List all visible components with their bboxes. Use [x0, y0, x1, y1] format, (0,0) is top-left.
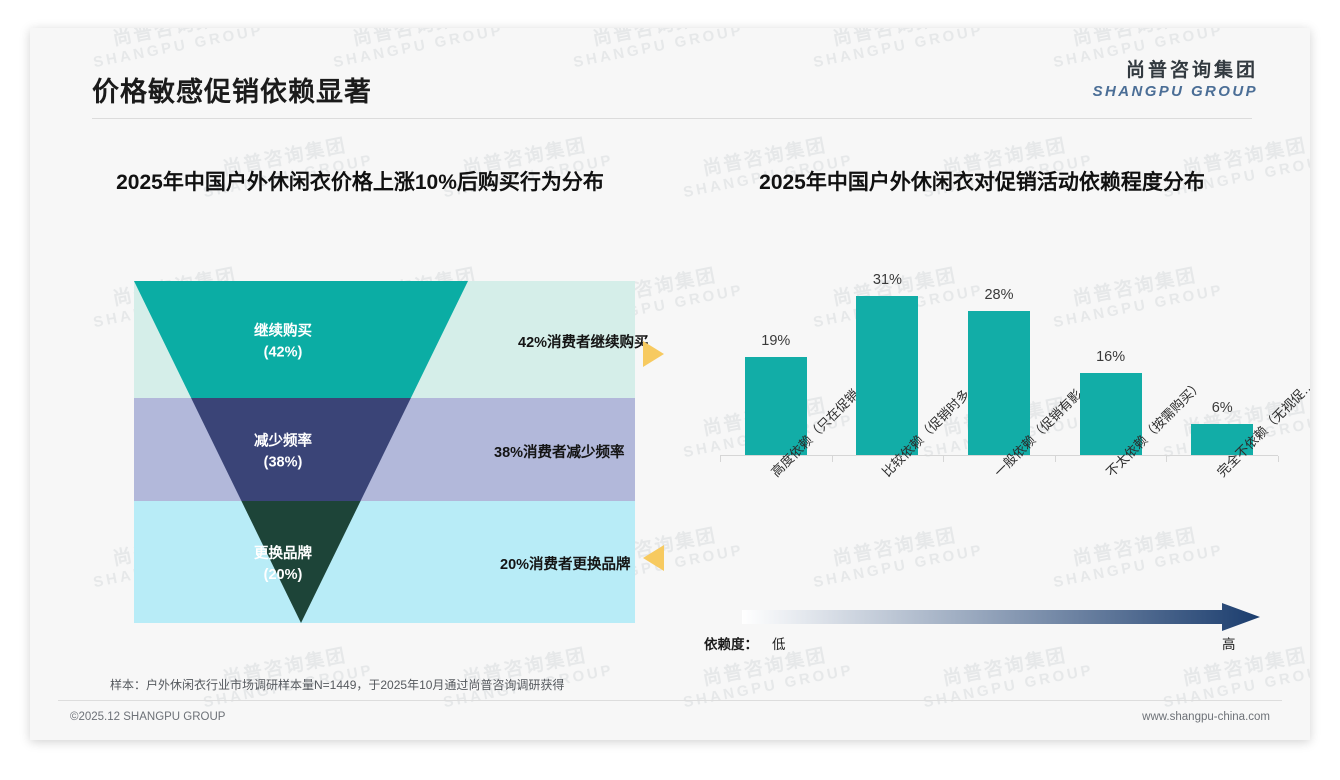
axis-tick	[720, 456, 721, 462]
left-chart-title: 2025年中国户外休闲衣价格上涨10%后购买行为分布	[116, 171, 604, 194]
bar	[744, 357, 807, 455]
funnel-stage-description: 42%消费者继续购买	[518, 334, 649, 351]
axis-tick	[1166, 456, 1168, 462]
funnel-stage-description: 38%消费者减少频率	[494, 444, 625, 461]
gradient-arrow-icon	[742, 603, 1260, 631]
funnel-chart: 继续购买 (42%) 减少频率 (38%) 更换品牌 (20%) 42%消费者继续购买 38%…	[48, 233, 672, 643]
footer-website: www.shangpu-china.com	[1142, 711, 1270, 723]
funnel-stage-segment	[191, 398, 411, 501]
funnel-stage-label: 减少频率	[254, 432, 312, 450]
funnel-stage-segment	[241, 501, 361, 623]
dependency-bar-chart: 19% 高度依赖（只在促销… 31% 比较依赖（促销时多… 28% 一般依赖（促销有影… 1…	[682, 233, 1310, 653]
funnel-stage-label: 更换品牌	[254, 544, 312, 562]
triangle-right-icon	[640, 339, 666, 369]
bar	[1191, 424, 1254, 455]
funnel-stage-description: 20%消费者更换品牌	[500, 557, 631, 573]
funnel-stage-segment	[134, 281, 468, 398]
legend-low-label: 低	[772, 637, 786, 652]
right-chart-title: 2025年中国户外休闲衣对促销活动依赖程度分布	[759, 171, 1205, 194]
axis-tick	[1278, 456, 1279, 462]
axis-tick	[943, 456, 945, 462]
bar-value-label: 6%	[1211, 400, 1233, 417]
logo-text-cn: 尚普咨询集团	[1125, 60, 1258, 81]
brand-logo: 尚普咨询集团 SHANGPU GROUP	[1093, 60, 1258, 101]
funnel-svg: 继续购买 (42%) 减少频率 (38%) 更换品牌 (20%)	[134, 281, 635, 623]
sample-footnote: 样本：户外休闲衣行业市场调研样本量N=1449，于2025年10月通过尚普咨询调…	[110, 678, 565, 692]
axis-tick	[831, 456, 833, 462]
bar-chart-axis	[720, 455, 1278, 456]
funnel-stage-label: 继续购买	[254, 322, 312, 340]
funnel-stage-value: (38%)	[264, 455, 303, 471]
funnel-stage-value: (42%)	[264, 345, 303, 361]
footer-copyright: ©2025.12 SHANGPU GROUP	[70, 711, 226, 723]
bar	[1079, 372, 1142, 455]
funnel-stage-panel	[134, 501, 635, 623]
legend-caption: 依赖度：	[704, 637, 758, 652]
page-title: 价格敏感促销依赖显著	[92, 77, 372, 107]
logo-text-en: SHANGPU GROUP	[1092, 82, 1258, 100]
header-divider	[92, 118, 1252, 119]
bar-value-label: 31%	[872, 271, 902, 288]
dependency-gradient-legend: 依赖度： 低 高	[682, 600, 1282, 658]
bar	[856, 295, 919, 455]
bar	[968, 311, 1030, 455]
bar-value-label: 19%	[761, 333, 791, 350]
triangle-left-icon	[640, 543, 666, 573]
axis-tick	[1054, 456, 1056, 462]
footer-divider	[58, 700, 1282, 701]
bar-value-label: 16%	[1096, 348, 1126, 365]
slide-header: 价格敏感促销依赖显著 尚普咨询集团 SHANGPU GROUP	[30, 28, 1310, 120]
funnel-stage-value: (20%)	[264, 567, 303, 583]
bar-value-label: 28%	[984, 287, 1014, 303]
legend-high-label: 高	[1222, 637, 1236, 652]
